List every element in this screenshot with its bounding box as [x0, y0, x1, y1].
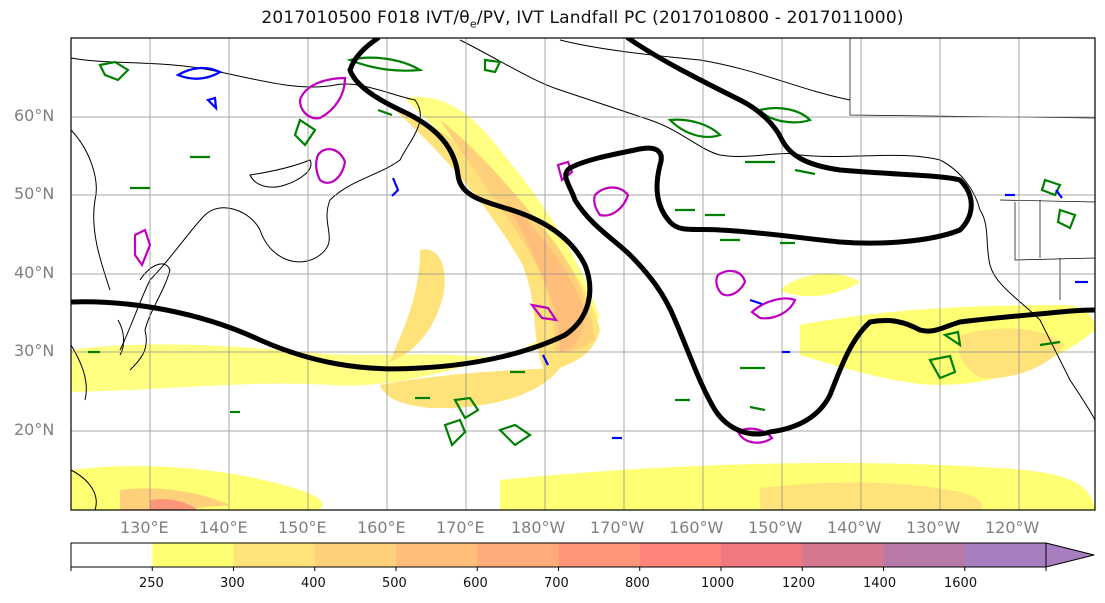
lat-label: 50°N — [14, 184, 55, 203]
ivt-shading — [71, 96, 1095, 510]
colorbar-swatch — [152, 543, 234, 567]
colorbar-swatches — [71, 543, 1047, 567]
lon-label: 140°E — [199, 518, 248, 537]
title-suffix: /PV, IVT Landfall PC (2017010800 - 20170… — [476, 8, 904, 28]
colorbar-tick-label: 600 — [463, 576, 488, 591]
colorbar-extend-arrow — [1045, 542, 1095, 568]
title-prefix: 2017010500 F018 IVT/ — [261, 8, 460, 28]
colorbar-ticks — [70, 567, 1047, 571]
lat-label: 60°N — [14, 106, 55, 125]
colorbar-tick-label: 300 — [220, 576, 245, 591]
colorbar-swatch — [964, 543, 1047, 567]
lat-label: 20°N — [14, 420, 55, 439]
colorbar-tick-label: 500 — [382, 576, 407, 591]
gridlines — [71, 38, 1095, 510]
colorbar-swatch — [71, 543, 153, 567]
colorbar-tick-label: 1400 — [863, 576, 897, 591]
map-panel — [71, 38, 1095, 510]
lon-label: 150°W — [748, 518, 803, 537]
colorbar-swatch — [314, 543, 397, 567]
lon-label: 140°W — [827, 518, 882, 537]
lon-label: 180°W — [511, 518, 566, 537]
colorbar-tick-label: 800 — [625, 576, 650, 591]
lon-label: 160°W — [669, 518, 724, 537]
lon-label: 170°E — [436, 518, 485, 537]
map-title: 2017010500 F018 IVT/θe/PV, IVT Landfall … — [0, 8, 1105, 30]
pv-positive-contours — [133, 76, 797, 444]
colorbar — [70, 542, 1095, 571]
colorbar-tick-label: 1200 — [782, 576, 816, 591]
colorbar-tick-label: 1000 — [701, 576, 735, 591]
colorbar-swatch — [721, 543, 803, 567]
lat-label: 40°N — [14, 263, 55, 282]
lon-label: 170°W — [590, 518, 645, 537]
lon-label: 120°W — [985, 518, 1040, 537]
pc-contours — [71, 38, 1095, 437]
theta-e-contours — [88, 56, 1077, 448]
colorbar-tick-label: 400 — [301, 576, 326, 591]
colorbar-tick-label: 1600 — [944, 576, 978, 591]
lon-label: 150°E — [278, 518, 327, 537]
pv-negative-contours — [175, 66, 1088, 440]
colorbar-swatch — [883, 543, 966, 567]
colorbar-swatch — [396, 543, 478, 567]
colorbar-swatch — [639, 543, 722, 567]
colorbar-swatch — [802, 543, 884, 567]
coastlines — [71, 39, 1095, 510]
lon-label: 160°E — [357, 518, 406, 537]
title-theta-sub: e — [469, 17, 477, 31]
title-theta: θ — [459, 8, 470, 28]
colorbar-tick-label: 700 — [544, 576, 569, 591]
colorbar-tick-label: 250 — [139, 576, 164, 591]
lon-label: 130°W — [906, 518, 961, 537]
lat-label: 30°N — [14, 341, 55, 360]
map-frame — [70, 37, 1096, 511]
colorbar-swatch — [477, 543, 559, 567]
colorbar-swatch — [558, 543, 641, 567]
colorbar-swatch — [233, 543, 316, 567]
lon-label: 130°E — [120, 518, 169, 537]
